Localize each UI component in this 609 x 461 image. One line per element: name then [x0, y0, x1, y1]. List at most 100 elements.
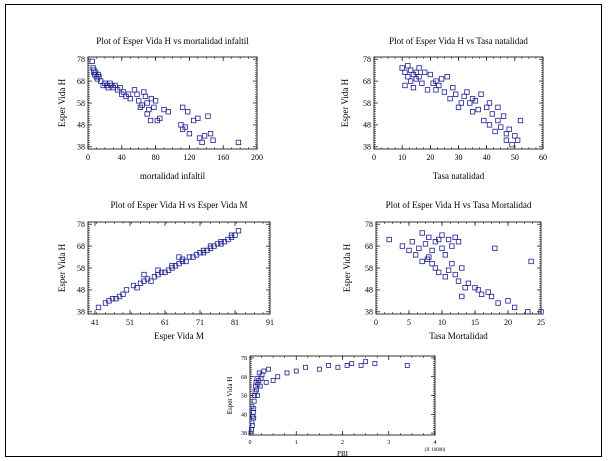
data-point: [148, 95, 155, 102]
data-point: [475, 106, 481, 113]
data-point: [117, 85, 123, 91]
data-point: [284, 370, 290, 376]
data-point: [416, 245, 422, 251]
data-point: [459, 293, 465, 300]
data-point: [266, 366, 271, 372]
data-point: [495, 117, 501, 124]
y-tick-label: 68: [241, 375, 247, 381]
x-tick-label: 41: [91, 318, 99, 327]
scatter-chart-3: 41 51 61 71 81 91 38 48 58 68 78 Plot of Esper Vida…: [57, 200, 274, 341]
data-point: [427, 71, 433, 78]
x-tick-label: 40: [483, 153, 491, 162]
data-point: [492, 245, 498, 251]
data-point: [404, 363, 410, 368]
data-point: [484, 104, 490, 111]
y-tick-label: 38: [365, 308, 373, 317]
data-point: [410, 85, 417, 91]
x-axis-label: PBI: [337, 450, 349, 458]
chart-title: Plot of Esper Vida H vs Tasa natalidad: [389, 36, 528, 46]
x-tick-label: 160: [217, 153, 229, 162]
data-point: [489, 111, 495, 117]
x-tick-label: 2: [341, 440, 344, 446]
data-point: [515, 137, 521, 143]
data-point: [165, 109, 171, 115]
data-point: [517, 117, 524, 124]
x-tick-label: 10: [398, 153, 406, 162]
data-point: [123, 287, 130, 293]
data-point: [263, 379, 269, 385]
data-point: [445, 236, 452, 243]
data-point: [455, 278, 462, 284]
data-point: [89, 58, 95, 65]
data-point: [316, 366, 322, 372]
data-point: [438, 76, 445, 82]
data-point: [270, 378, 276, 383]
data-point: [458, 100, 464, 106]
x-tick-label: 71: [196, 318, 204, 327]
x-tick-label: 0: [372, 153, 376, 162]
y-tick-label: 38: [241, 431, 247, 437]
y-tick-label: 58: [363, 99, 371, 108]
data-point: [424, 87, 431, 93]
data-point: [205, 113, 211, 119]
x-tick-label: 120: [183, 153, 195, 162]
data-point: [442, 252, 448, 258]
data-point: [467, 100, 473, 106]
data-point: [169, 263, 175, 269]
data-point: [127, 95, 133, 102]
data-point: [472, 98, 479, 104]
x-tick-label: 25: [537, 318, 545, 327]
data-point: [455, 104, 462, 111]
y-tick-label: 78: [77, 55, 85, 64]
x-tick-label: 50: [511, 153, 519, 162]
data-point: [235, 228, 242, 234]
y-tick-label: 48: [363, 121, 371, 130]
plot-area-border: [249, 355, 436, 436]
data-point: [134, 91, 140, 97]
data-point: [386, 236, 392, 243]
y-tick-label: 48: [77, 121, 85, 130]
data-point: [509, 141, 515, 148]
data-point: [151, 104, 157, 111]
data-point: [402, 82, 408, 89]
data-point: [439, 245, 445, 251]
data-point: [200, 247, 207, 254]
data-point: [186, 254, 193, 260]
chart-title: Plot of Esper Vida H vs mortalidad infal…: [96, 36, 249, 46]
data-point: [506, 126, 512, 132]
data-point: [436, 82, 442, 89]
scatter-chart-5: 0 1 2 3 4 38 48 58 68 78 PBI Esper Vida H (X 10000): [226, 355, 446, 458]
scatter-chart-1: 0 40 80 120 160 200 38 48 58 68 78 Plot of Esper Vi…: [57, 36, 263, 181]
data-point: [419, 80, 425, 86]
data-point: [528, 258, 534, 265]
data-point: [449, 243, 455, 249]
data-point: [155, 267, 161, 273]
data-point: [207, 131, 214, 137]
data-point: [445, 267, 452, 273]
data-point: [399, 65, 405, 71]
data-point: [505, 298, 511, 304]
data-point: [232, 232, 238, 238]
data-point: [182, 124, 188, 130]
x-tick-label: 4: [434, 440, 437, 446]
x-tick-label: 1: [295, 440, 298, 446]
data-point: [495, 300, 501, 306]
data-point: [426, 254, 432, 260]
plot-area-border: [87, 56, 258, 150]
data-point: [407, 67, 414, 73]
x-tick-label: 3: [387, 440, 390, 446]
data-point: [139, 102, 145, 108]
data-point: [251, 398, 257, 404]
y-tick-label: 38: [77, 143, 85, 152]
scatter-chart-2: 0 10 20 30 40 50 60 38 48 58 68 78 Plot of Esper Vid…: [340, 36, 547, 181]
x-tick-label: 15: [471, 318, 479, 327]
y-tick-label: 38: [363, 143, 371, 152]
y-tick-label: 78: [365, 220, 373, 229]
data-point: [405, 63, 411, 69]
y-tick-label: 58: [241, 394, 247, 400]
data-point: [422, 69, 428, 75]
x-tick-label: 80: [152, 153, 160, 162]
data-point: [429, 247, 435, 254]
data-point: [326, 363, 332, 368]
